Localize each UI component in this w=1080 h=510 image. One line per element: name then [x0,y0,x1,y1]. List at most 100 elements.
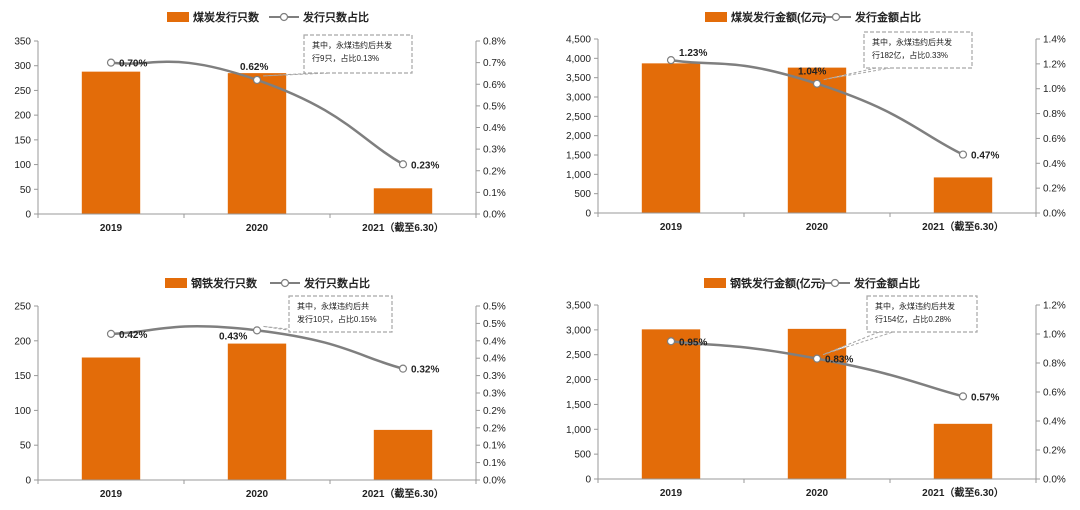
right-axis-tick-label: 0.6% [1043,388,1066,399]
right-axis-tick-label: 0.1% [483,441,506,452]
right-axis-tick-label: 0.4% [1043,417,1066,428]
share-data-label: 0.42% [119,330,147,341]
x-axis-tick-label: 2019 [660,488,683,499]
x-axis-tick-label: 2020 [246,489,269,500]
bar [227,73,287,214]
left-axis-tick-label: 250 [14,302,31,313]
annotation-text: 其中，永煤违约后共发 [312,40,392,50]
left-axis-tick-label: 0 [25,210,31,221]
left-axis-tick-label: 3,000 [566,325,591,336]
share-data-label: 0.57% [971,392,999,403]
annotation-text: 发行10只，占比0.15% [297,314,377,324]
bar [641,63,701,213]
annotation-text: 行154亿，占比0.28% [875,314,951,324]
bar [373,429,433,480]
left-axis-tick-label: 100 [14,160,31,171]
right-axis-tick-label: 0.5% [483,302,506,313]
right-axis-tick-label: 1.4% [1043,35,1066,46]
legend-line-label: 发行金额占比 [853,276,920,290]
right-axis-tick-label: 0.4% [483,123,506,134]
share-data-label: 0.43% [219,331,247,342]
bar [81,357,141,480]
x-axis-tick-label: 2020 [806,222,829,233]
right-axis-tick-label: 0.2% [483,423,506,434]
left-axis-tick-label: 1,000 [566,170,591,181]
right-axis-tick-label: 0.2% [483,166,506,177]
legend-bar-swatch [705,12,727,22]
bar [81,71,141,214]
right-axis-tick-label: 0.2% [1043,184,1066,195]
left-axis-tick-label: 1,500 [566,400,591,411]
chart-coal-issue-amount: 煤炭发行金额(亿元) 发行金额占比 0 500 1,000 1,500 2,000 2,500… [540,0,1080,255]
legend-bar-swatch [704,278,726,288]
annotation-box [863,31,973,69]
left-axis-tick-label: 250 [14,86,31,97]
left-axis-tick-label: 3,500 [566,301,591,312]
left-axis-tick-label: 0 [585,475,591,486]
share-point [252,326,262,335]
share-point [812,79,822,88]
x-axis-tick-label: 2021（截至6.30） [362,487,444,500]
x-axis-tick-label: 2019 [100,489,123,500]
left-axis-tick-label: 500 [574,189,591,200]
annotation-text: 其中，永煤违约后共 [297,301,369,311]
right-axis-tick-label: 1.2% [1043,301,1066,312]
legend-bar-label: 煤炭发行金额(亿元) [731,10,827,24]
legend-line-label: 发行金额占比 [854,10,921,24]
share-point [252,75,262,85]
left-axis-tick-label: 4,500 [566,35,591,46]
legend: 钢铁发行只数 发行只数占比 [165,276,370,290]
legend-line-marker [830,278,840,288]
right-axis-tick-label: 0.3% [483,389,506,400]
left-axis-tick-label: 1,000 [566,425,591,436]
share-data-label: 0.32% [411,365,439,376]
annotation-pointer [262,72,331,77]
left-axis-tick-label: 3,000 [566,93,591,104]
right-axis-tick-label: 0.2% [483,406,506,417]
bar [373,188,433,214]
share-data-label: 0.70% [119,59,147,70]
share-data-label: 0.95% [679,337,707,348]
annotation-box [866,295,978,333]
share-data-label: 0.62% [240,62,268,73]
left-axis-tick-label: 3,500 [566,73,591,84]
legend-bar-label: 煤炭发行只数 [193,10,260,24]
legend-bar-label: 钢铁发行只数 [191,276,258,290]
right-axis-tick-label: 0.8% [483,37,506,48]
share-point [666,337,676,346]
legend: 钢铁发行金额(亿元) 发行金额占比 [704,276,920,290]
bar [933,423,993,479]
left-axis-tick-label: 150 [14,135,31,146]
x-axis-tick-label: 2021（截至6.30） [922,220,1004,233]
left-axis-tick-label: 50 [20,441,32,452]
right-axis-tick-label: 0.5% [483,319,506,330]
annotation-text: 行182亿，占比0.33% [872,50,948,60]
chart-steel-issue-count-svg: 钢铁发行只数 发行只数占比 0 50 100 150 200 250 0.0% 0.1% 0.1% 0… [14,276,506,500]
right-axis-tick-label: 0.2% [1043,446,1066,457]
right-axis-tick-label: 0.4% [1043,159,1066,170]
left-axis-tick-label: 4,000 [566,54,591,65]
right-axis-tick-label: 0.1% [483,188,506,199]
right-axis-tick-label: 0.0% [483,210,506,221]
left-axis-tick-label: 1,500 [566,151,591,162]
left-axis-tick-label: 50 [20,185,32,196]
x-axis-tick-label: 2020 [806,488,829,499]
legend: 煤炭发行金额(亿元) 发行金额占比 [705,10,921,24]
left-axis-tick-label: 350 [14,37,31,48]
annotation-box [288,295,393,333]
bar [227,343,287,480]
legend-line-marker [831,12,841,22]
annotation-text: 其中，永煤违约后共发 [872,37,952,47]
left-axis-tick-label: 2,500 [566,112,591,123]
legend-line-label: 发行只数占比 [302,10,369,24]
x-axis-tick-label: 2020 [246,223,269,234]
left-axis-tick-label: 300 [14,61,31,72]
right-axis-tick-label: 0.0% [1043,475,1066,486]
share-point [106,58,116,67]
right-axis-tick-label: 0.0% [483,476,506,487]
left-axis-tick-label: 2,500 [566,350,591,361]
left-axis-tick-label: 500 [574,450,591,461]
right-axis-tick-label: 0.3% [483,145,506,156]
left-axis-tick-label: 200 [14,336,31,347]
share-data-label: 0.47% [971,151,999,162]
